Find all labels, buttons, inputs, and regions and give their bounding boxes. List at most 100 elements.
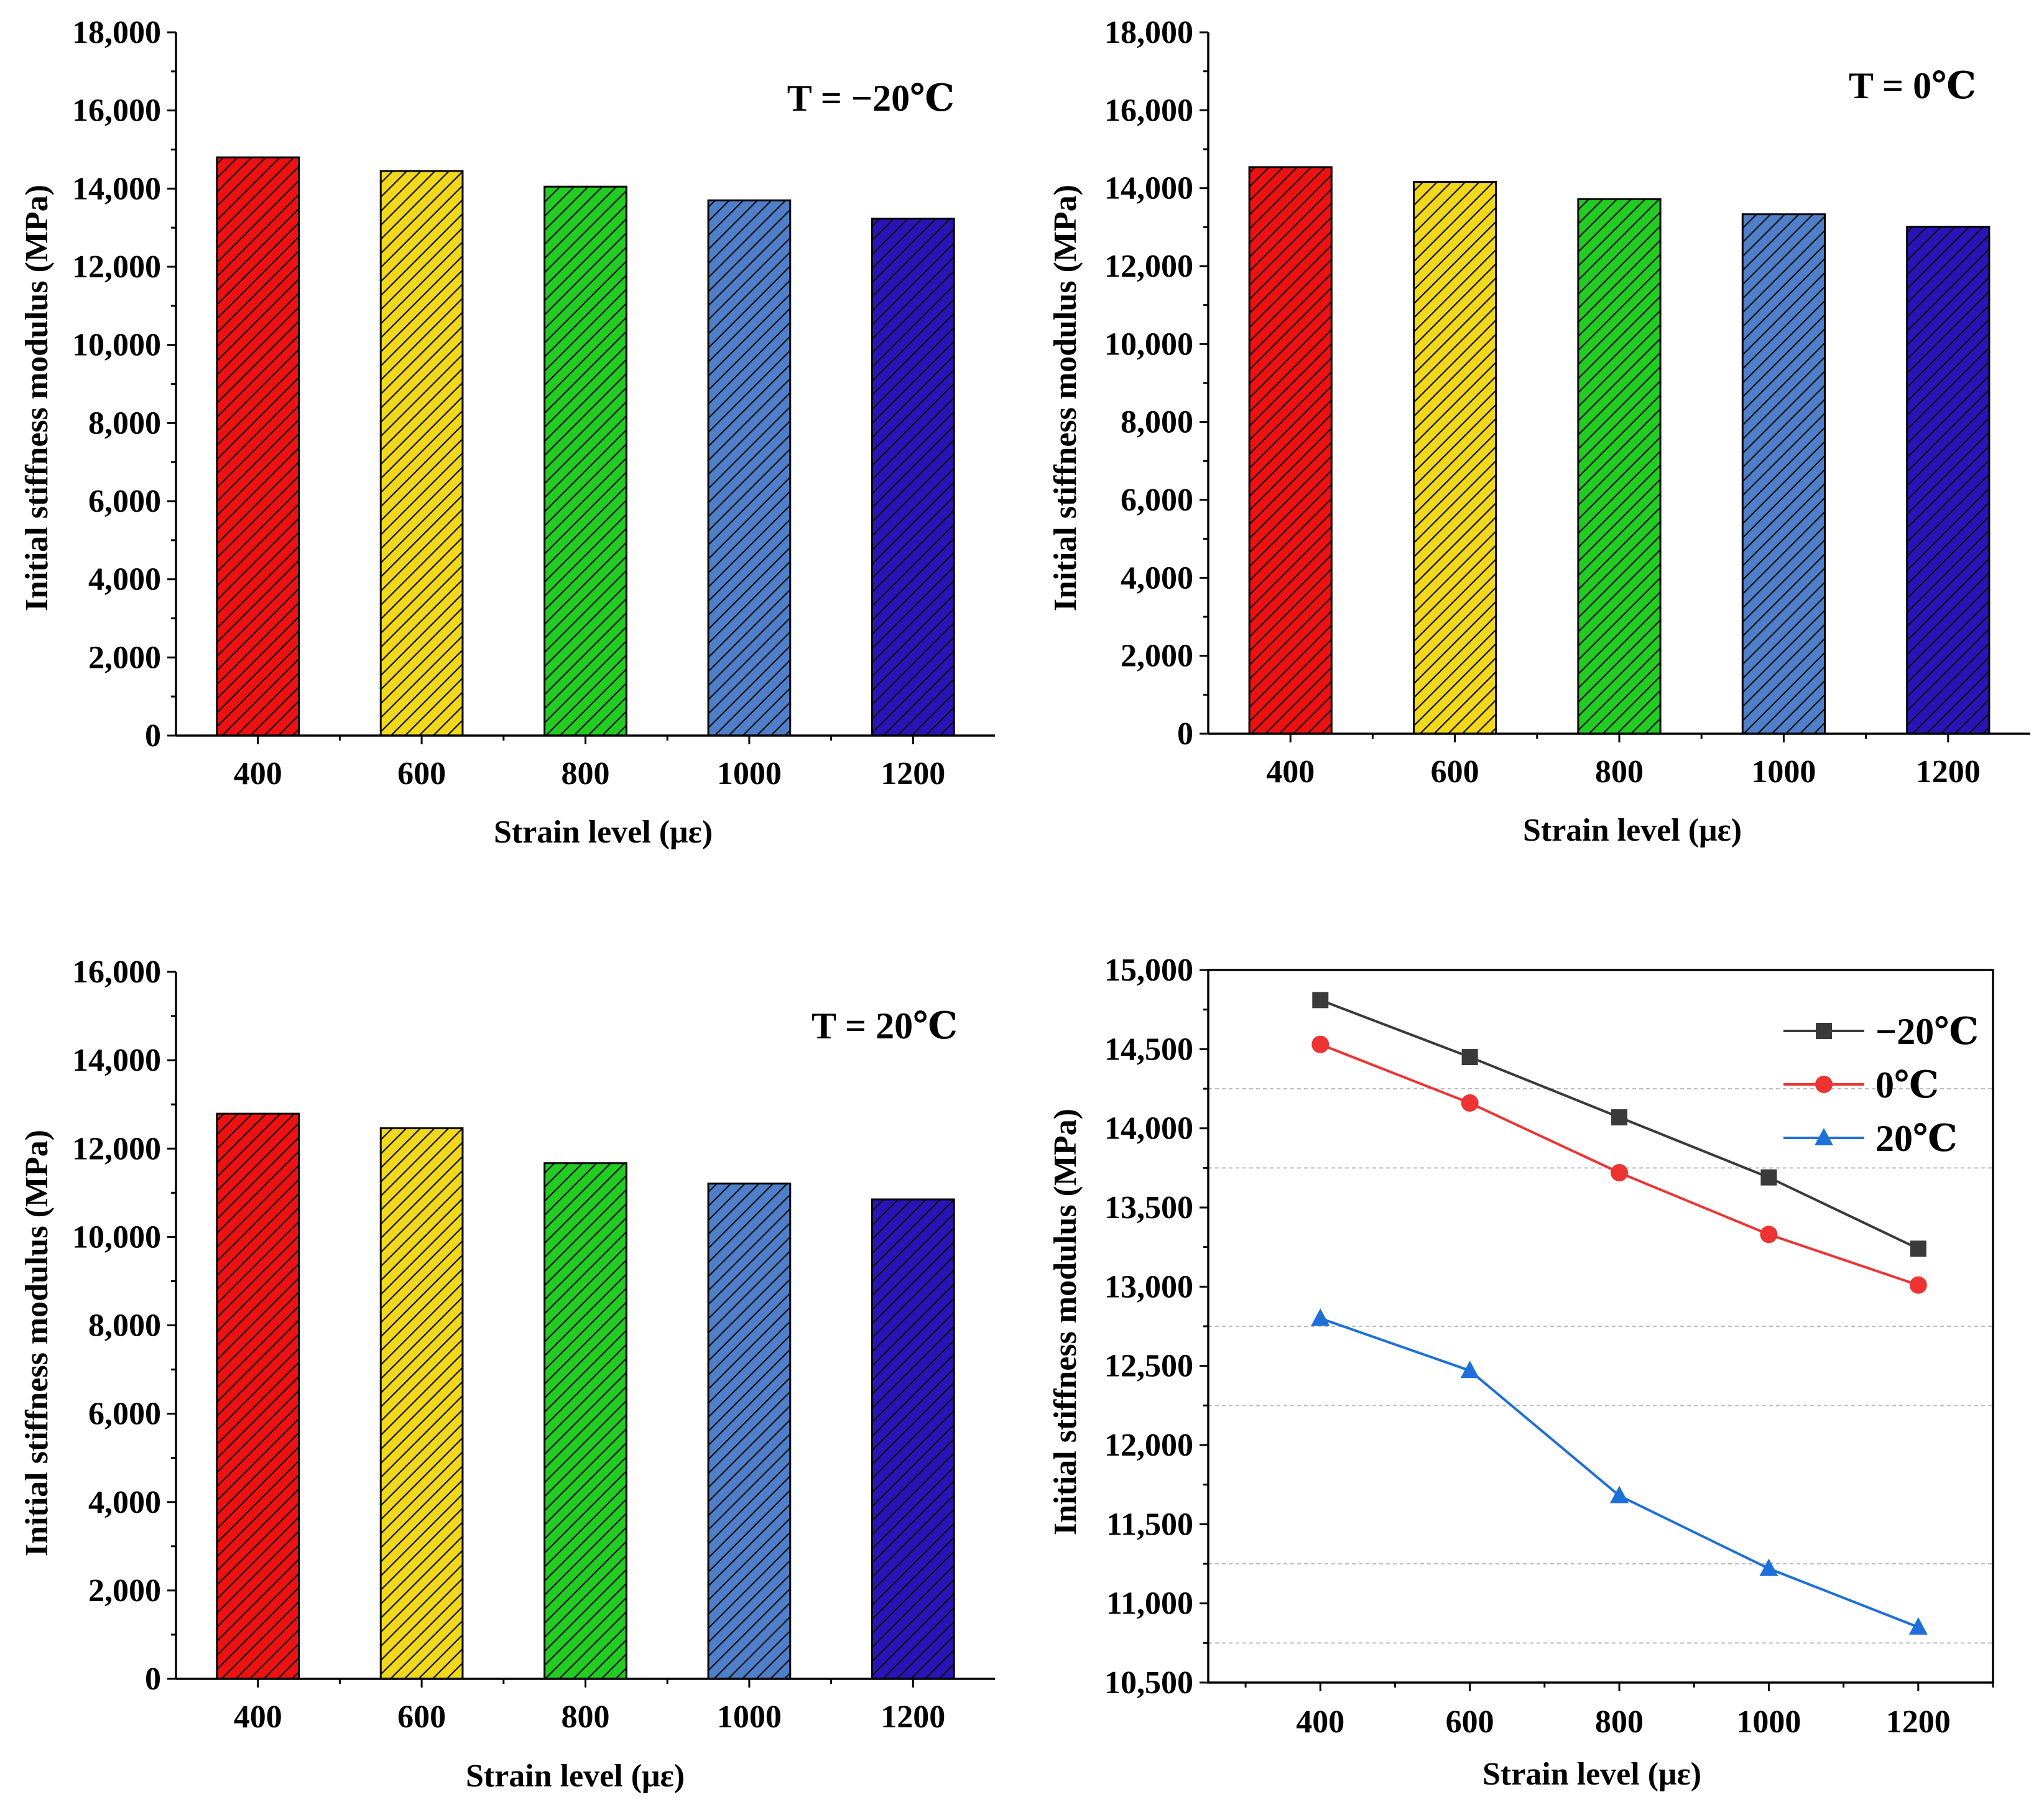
y-tick-label: 16,000 [1104,93,1193,128]
x-axis-title: Strain level (με) [1482,1757,1701,1792]
bar-hatch-800 [543,1162,627,1680]
y-tick-label: 11,000 [1106,1586,1193,1622]
y-tick-label: 2,000 [88,640,161,675]
y-axis-title: Initial stiffness modulus (MPa) [1048,1109,1083,1535]
bar-hatch-1200 [1906,226,1991,735]
y-tick-label: 11,500 [1106,1507,1193,1542]
y-tick-label: 13,500 [1104,1190,1193,1226]
y-tick-label: 8,000 [1121,405,1193,440]
x-tick-label: 600 [397,756,446,792]
bar-hatch-1200 [871,1198,955,1680]
y-tick-label: 10,500 [1104,1665,1193,1701]
y-tick-label: 16,000 [72,954,161,990]
series-0-point [1760,1169,1777,1186]
legend-marker-0 [1816,1023,1832,1039]
y-tick-label: 10,000 [72,1219,161,1255]
x-tick-label: 1200 [1886,1704,1951,1740]
y-tick-label: 10,000 [72,328,161,363]
series-0-point [1312,992,1329,1009]
y-axis-title: Initial stiffness modulus (MPa) [19,1130,55,1556]
series-2-point [1311,1308,1330,1326]
series-line-2 [1320,1317,1919,1628]
series-1-point [1461,1094,1479,1112]
x-tick-label: 800 [1595,754,1644,790]
y-tick-label: 18,000 [72,15,161,50]
x-tick-label: 800 [1595,1704,1644,1740]
plot-frame [1207,969,1994,1684]
bar-hatch-400 [1248,166,1333,735]
x-axis-title: Strain level (με) [494,815,713,850]
y-tick-label: 12,000 [72,1131,161,1166]
x-tick-label: 400 [234,1699,282,1735]
x-tick-label: 1000 [1751,754,1816,790]
y-tick-label: 0 [1177,716,1193,752]
x-tick-label: 1200 [1916,754,1981,790]
x-tick-label: 800 [562,1699,610,1735]
y-tick-label: 14,000 [1104,1111,1193,1147]
x-tick-label: 400 [234,756,282,792]
bar-hatch-400 [216,1112,300,1680]
bar-hatch-600 [379,1127,464,1680]
chart-title: T = −20℃ [787,78,955,119]
series-0-point [1910,1240,1926,1257]
x-tick-label: 1000 [1736,1704,1801,1740]
y-tick-label: 15,000 [1104,953,1193,988]
y-tick-label: 4,000 [1121,560,1193,596]
series-2-point [1908,1617,1928,1635]
y-tick-label: 6,000 [1121,483,1193,518]
bar-hatch-1000 [1741,213,1826,735]
line-chart-all-temperatures: Strain level (με) Initial stiffness modu… [1048,953,1994,1792]
bar-hatch-600 [1413,181,1497,735]
x-tick-label: 600 [1431,754,1479,790]
x-tick-label: 600 [1446,1704,1494,1740]
x-tick-label: 1200 [881,756,945,792]
series-2-point [1759,1558,1778,1576]
x-tick-label: 1000 [717,1699,782,1735]
y-tick-label: 8,000 [88,405,161,441]
y-tick-label: 14,000 [72,171,161,206]
bar-hatch-1000 [707,1182,792,1680]
y-tick-label: 16,000 [72,93,161,129]
legend-marker-2 [1815,1128,1833,1145]
y-tick-label: 18,000 [1104,15,1193,50]
bar-hatch-800 [1577,198,1662,735]
x-tick-label: 1200 [881,1699,945,1735]
series-2-point [1460,1360,1479,1379]
y-tick-label: 12,500 [1104,1349,1193,1384]
y-tick-label: 12,000 [1104,1428,1193,1463]
y-tick-label: 14,500 [1104,1032,1193,1067]
y-tick-label: 2,000 [88,1573,161,1609]
y-tick-label: 8,000 [88,1308,161,1344]
bar-hatch-800 [543,185,627,737]
y-tick-label: 13,000 [1104,1269,1193,1305]
y-tick-label: 0 [145,1661,161,1697]
legend-label-1: 0℃ [1875,1065,1939,1106]
bar-hatch-600 [379,170,464,737]
series-1-point [1311,1035,1330,1053]
y-tick-label: 2,000 [1121,639,1193,674]
bar-chart-20c: T = 20℃ Strain level (με) Initial stiffn… [19,954,995,1794]
series-1-point [1909,1276,1927,1294]
series-0-point [1611,1109,1628,1125]
x-tick-label: 1000 [717,756,782,792]
bar-chart-minus20c: T = −20℃ Strain level (με) Initial stiff… [19,15,995,850]
x-tick-label: 600 [397,1699,446,1735]
x-axis-title: Strain level (με) [1523,813,1742,848]
x-axis-title: Strain level (με) [466,1758,685,1794]
y-tick-label: 4,000 [88,562,161,598]
series-1-point [1611,1163,1629,1181]
y-tick-label: 6,000 [88,1397,161,1432]
bar-hatch-1000 [707,199,792,737]
legend-marker-1 [1815,1076,1833,1093]
chart-title: T = 0℃ [1849,65,1976,106]
bar-chart-0c: T = 0℃ Strain level (με) Initial stiffne… [1048,15,2030,848]
legend-label-0: −20℃ [1875,1011,1979,1052]
series-0-point [1461,1049,1478,1066]
y-tick-label: 6,000 [88,484,161,519]
series-1-point [1760,1226,1778,1244]
y-tick-label: 12,000 [72,249,161,285]
x-tick-label: 400 [1266,754,1315,790]
y-tick-label: 12,000 [1104,249,1193,284]
bar-hatch-400 [216,156,300,737]
